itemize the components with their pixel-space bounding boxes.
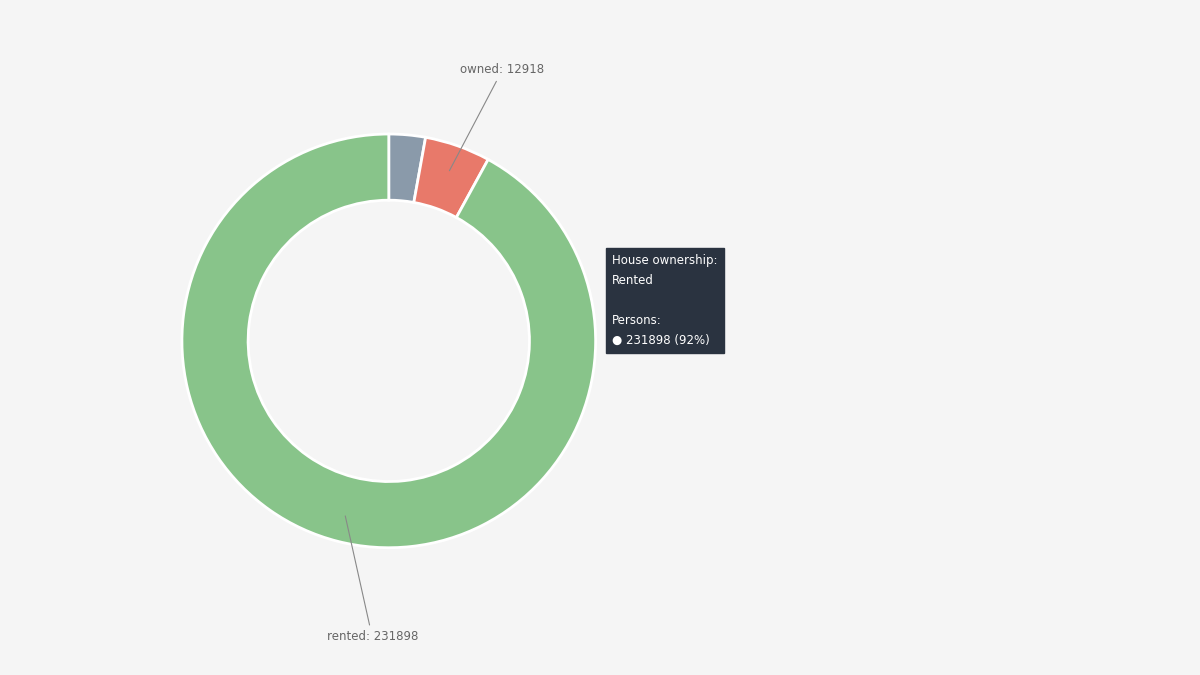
Wedge shape: [414, 137, 488, 217]
Wedge shape: [182, 134, 595, 547]
Text: House ownership:
Rented

Persons:
● 231898 (92%): House ownership: Rented Persons: ● 23189…: [612, 254, 718, 347]
Text: owned: 12918: owned: 12918: [450, 63, 545, 171]
Text: rented: 231898: rented: 231898: [326, 516, 418, 643]
Wedge shape: [389, 134, 426, 202]
